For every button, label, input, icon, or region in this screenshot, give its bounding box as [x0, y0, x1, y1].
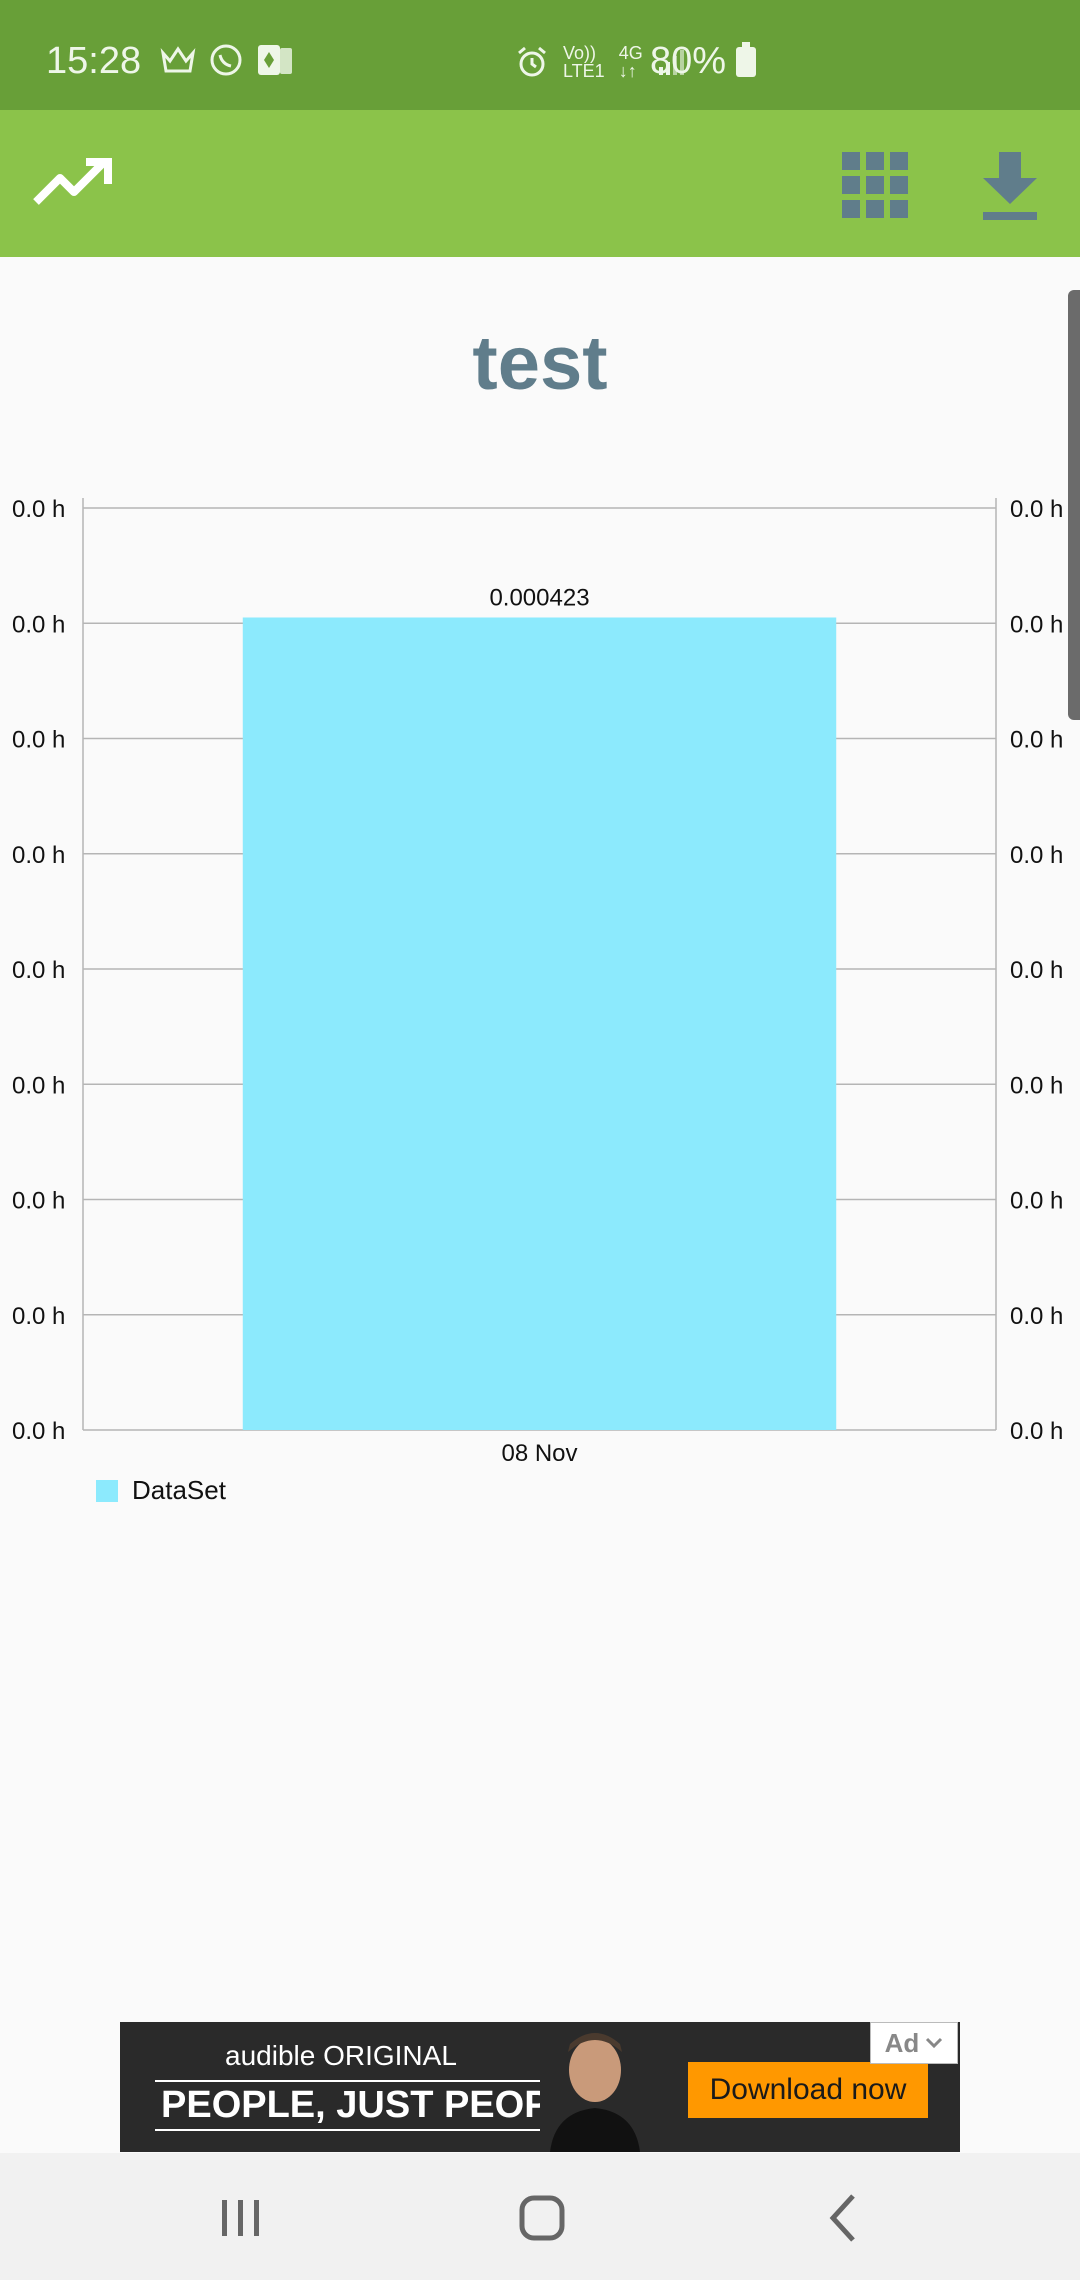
ad-download-button[interactable]: Download now	[688, 2062, 928, 2118]
y-tick-label-right: 0.0 h	[1010, 1188, 1063, 1215]
download-icon[interactable]	[975, 148, 1045, 223]
ad-banner[interactable]: audible ORIGINAL PEOPLE, JUST PEOPLE Dow…	[120, 2022, 960, 2152]
y-tick-label-left: 0.0 h	[12, 1303, 65, 1330]
y-tick-label-left: 0.0 h	[12, 1188, 65, 1215]
status-notification-icons	[160, 42, 296, 78]
data-indicator: 4G ↓↑	[619, 44, 643, 80]
legend-swatch	[96, 1479, 118, 1502]
recent-apps-icon[interactable]	[200, 2178, 280, 2258]
y-tick-label-left: 0.0 h	[12, 1072, 65, 1099]
data-arrows-icon: ↓↑	[618, 61, 637, 81]
y-tick-label-left: 0.0 h	[12, 1418, 65, 1445]
whatsapp-icon	[210, 44, 242, 76]
crown-icon	[160, 46, 196, 73]
y-tick-label-left: 0.0 h	[12, 496, 65, 523]
y-tick-label-left: 0.0 h	[12, 727, 65, 754]
back-icon[interactable]	[805, 2178, 885, 2258]
y-tick-label-left: 0.0 h	[12, 611, 65, 638]
battery-status: 80%	[650, 40, 757, 83]
alarm-icon	[518, 46, 546, 77]
y-tick-label-right: 0.0 h	[1010, 1072, 1063, 1099]
status-system-icons: Vo)) LTE1 4G ↓↑	[515, 44, 687, 80]
volte-bottom: LTE1	[563, 61, 605, 81]
y-tick-label-right: 0.0 h	[1010, 1418, 1063, 1445]
y-tick-label-right: 0.0 h	[1010, 842, 1063, 869]
y-tick-label-right: 0.0 h	[1010, 727, 1063, 754]
volte-indicator: Vo)) LTE1	[563, 44, 605, 80]
signal-icon	[658, 50, 684, 75]
battery-icon	[736, 41, 757, 77]
y-tick-label-right: 0.0 h	[1010, 611, 1063, 638]
y-tick-label-left: 0.0 h	[12, 842, 65, 869]
chevron-down-icon	[926, 2037, 943, 2049]
ad-tag-label: Ad	[884, 2027, 920, 2058]
y-tick-label-right: 0.0 h	[1010, 957, 1063, 984]
app-bar	[0, 110, 1080, 257]
ad-headline: PEOPLE, JUST PEOPLE	[155, 2080, 605, 2131]
legend-label: DataSet	[132, 1475, 226, 1505]
y-tick-label-right: 0.0 h	[1010, 496, 1063, 523]
grid-icon[interactable]	[840, 150, 910, 220]
ad-choices-tag[interactable]: Ad	[870, 2022, 958, 2064]
home-icon[interactable]	[502, 2178, 582, 2258]
trending-up-icon[interactable]	[30, 150, 120, 220]
volte-top: Vo))	[563, 43, 597, 63]
chart-legend: DataSet	[96, 1475, 226, 1506]
status-bar: 15:28 Vo)) LTE1 4G ↓↑ 80%	[0, 0, 1080, 110]
chart-title: test	[472, 321, 608, 406]
ad-brand: audible ORIGINAL	[225, 2040, 457, 2071]
scroll-thumb[interactable]	[1068, 290, 1080, 720]
x-tick-label: 08 Nov	[501, 1440, 577, 1467]
ad-person-image	[540, 2022, 650, 2152]
y-tick-label-right: 0.0 h	[1010, 1303, 1063, 1330]
ad-cta-label: Download now	[709, 2073, 907, 2106]
data-label: 4G	[618, 43, 643, 63]
bar-value-label: 0.000423	[489, 584, 589, 611]
bar	[242, 617, 837, 1430]
y-tick-label-left: 0.0 h	[12, 957, 65, 984]
battery-percent: 80%	[650, 40, 727, 82]
bar-chart: 0.0 h 0.0 h 0.0 h 0.0 h 0.0 h 0.0 h 0.0 h 0.0 h…	[12, 496, 1063, 1467]
status-time: 15:28	[46, 40, 142, 82]
navigation-bar	[0, 2153, 1080, 2280]
card-game-icon	[258, 45, 292, 75]
